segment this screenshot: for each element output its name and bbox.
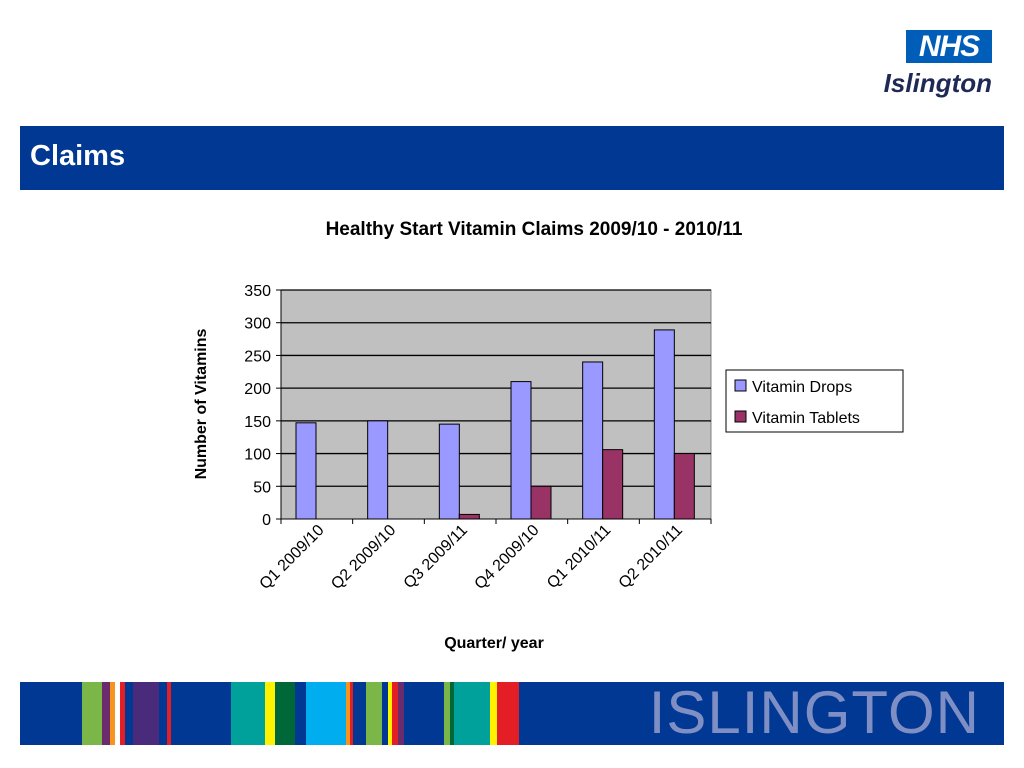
footer-stripe — [265, 682, 275, 745]
footer-stripe — [133, 682, 159, 745]
footer-stripe — [388, 682, 392, 745]
y-axis-label: Number of Vitamins — [193, 328, 210, 479]
footer-stripe — [115, 682, 120, 745]
footer-stripe — [102, 682, 110, 745]
footer-stripe — [392, 682, 398, 745]
legend-swatch-tablets — [734, 410, 747, 423]
footer-wordmark: ISLINGTON — [648, 682, 980, 745]
y-tick-label: 300 — [244, 316, 271, 333]
bar-tablets-5 — [602, 449, 624, 520]
footer-stripe — [110, 682, 115, 745]
organisation-name: Islington — [883, 68, 992, 98]
bars — [295, 329, 695, 520]
y-tick-label: 200 — [244, 381, 271, 398]
page-title: Claims — [30, 140, 126, 172]
bar-tablets-6 — [673, 453, 695, 520]
title-bar: Claims — [20, 126, 1004, 190]
x-axis-label: Quarter/ year — [444, 635, 544, 652]
footer-stripe — [167, 682, 171, 745]
footer-stripe — [231, 682, 265, 745]
footer-stripe — [497, 682, 519, 745]
footer-stripe — [306, 682, 346, 745]
y-tick-label: 350 — [244, 283, 271, 300]
footer-stripe — [366, 682, 382, 745]
footer-stripe — [120, 682, 125, 745]
footer-stripe — [275, 682, 295, 745]
y-tick-label: 150 — [244, 414, 271, 431]
legend: Vitamin Drops Vitamin Tablets — [725, 369, 904, 433]
x-tick-label: Q1 2010/11 — [544, 522, 614, 592]
y-tick-label: 100 — [244, 447, 271, 464]
y-tick-label: 250 — [244, 348, 271, 365]
x-tick-label: Q4 2009/10 — [472, 522, 543, 593]
y-tick-labels: 0 50 100 150 200 250 300 350 — [244, 283, 271, 529]
axes — [276, 289, 712, 524]
bar-tablets-3 — [458, 513, 480, 520]
bar-drops-4 — [510, 381, 532, 520]
bar-drops-1 — [295, 422, 317, 520]
chart-title: Healthy Start Vitamin Claims 2009/10 - 2… — [326, 219, 743, 240]
footer-stripe — [450, 682, 454, 745]
nhs-logo-box: NHS — [906, 30, 992, 63]
footer-banner: ISLINGTON — [20, 682, 1004, 745]
footer-stripe — [350, 682, 353, 745]
x-tick-label: Q2 2010/11 — [616, 522, 686, 592]
nhs-islington-logo: NHS Islington — [872, 28, 992, 98]
legend-swatch-drops — [734, 379, 747, 392]
footer-stripe — [398, 682, 404, 745]
footer-stripe — [444, 682, 450, 745]
footer-stripe — [454, 682, 490, 745]
x-tick-label: Q1 2009/10 — [257, 522, 328, 593]
bar-tablets-4 — [530, 485, 552, 520]
footer-stripe — [490, 682, 497, 745]
gridlines — [281, 289, 711, 487]
y-tick-label: 50 — [253, 479, 271, 496]
x-tick-labels: Q1 2009/10 Q2 2009/10 Q3 2009/11 Q4 2009/10… — [257, 522, 687, 593]
bar-drops-2 — [367, 420, 389, 520]
x-tick-label: Q3 2009/11 — [401, 522, 471, 592]
footer-stripe — [346, 682, 350, 745]
x-tick-label: Q2 2009/10 — [328, 522, 399, 593]
bar-drops-3 — [438, 423, 460, 520]
legend-box — [725, 369, 904, 433]
bar-drops-5 — [582, 361, 604, 520]
plot-area — [280, 289, 712, 520]
legend-label-drops: Vitamin Drops — [752, 379, 852, 396]
legend-label-tablets: Vitamin Tablets — [752, 410, 860, 427]
bar-drops-6 — [653, 329, 675, 520]
footer-stripe — [82, 682, 102, 745]
y-tick-label: 0 — [262, 512, 271, 529]
